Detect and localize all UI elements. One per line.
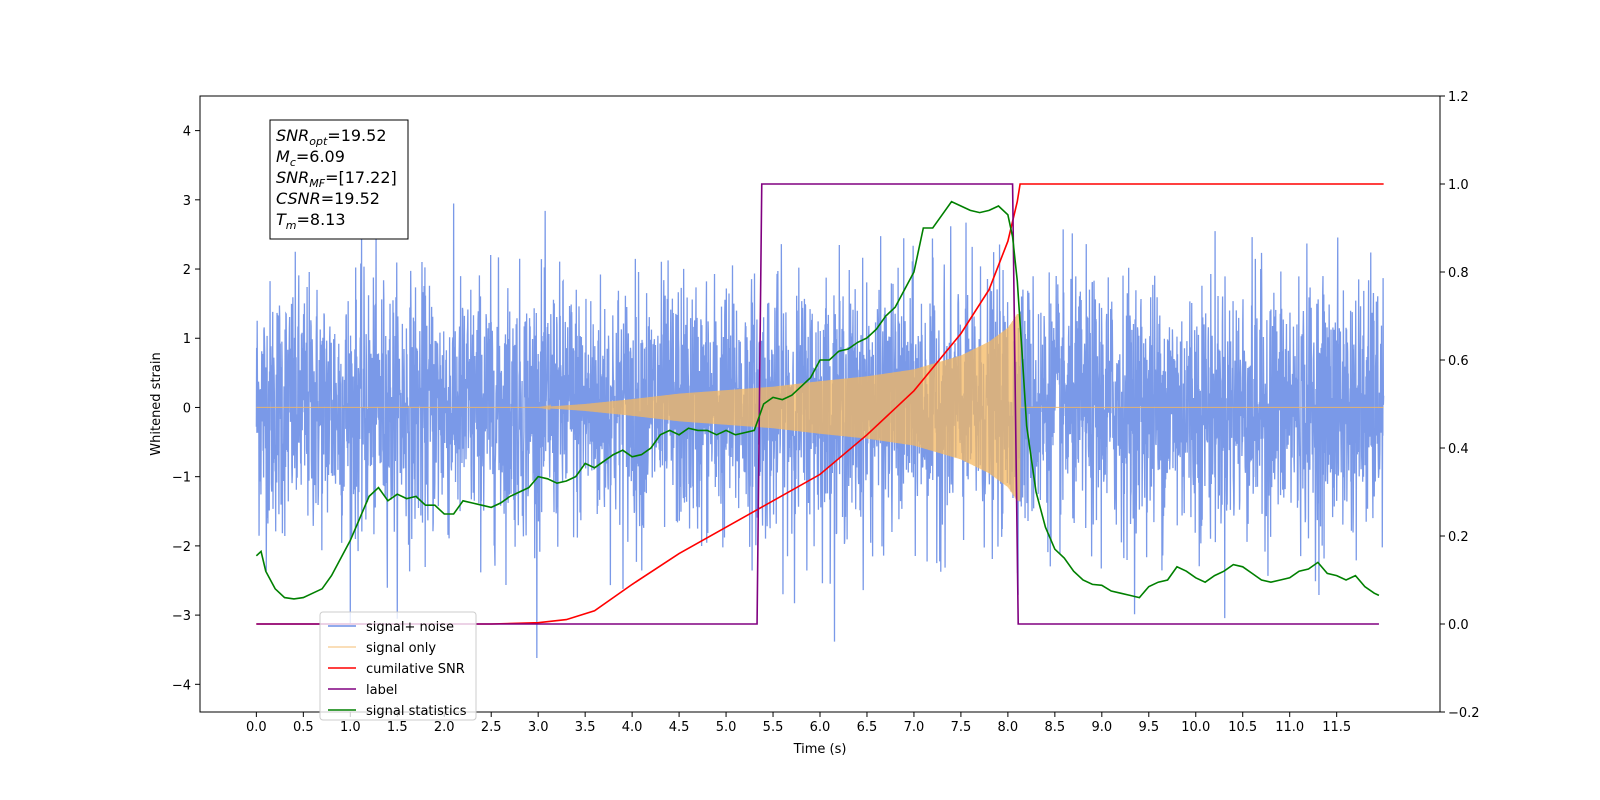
x-tick-label: 8.0 xyxy=(998,720,1019,735)
legend: signal+ noise signal only cumilative SNR la… xyxy=(319,611,477,721)
annotation-line: SNRopt=19.52 xyxy=(276,126,387,148)
y-left-tick-label: −4 xyxy=(172,678,191,693)
y-left-tick-label: −3 xyxy=(172,609,191,624)
y-right-tick-label: 0.2 xyxy=(1448,530,1469,545)
y-left-tick-label: 0 xyxy=(183,401,191,416)
x-tick-label: 7.0 xyxy=(904,720,925,735)
y-left-tick-label: 4 xyxy=(183,125,191,140)
x-tick-label: 0.5 xyxy=(293,720,314,735)
y-right-tick-label: 1.2 xyxy=(1448,90,1469,105)
y-axis-label-left: Whitened strain xyxy=(149,352,164,455)
legend-label: signal statistics xyxy=(366,704,467,719)
series-signal-noise xyxy=(255,203,1385,658)
x-tick-label: 2.5 xyxy=(481,720,502,735)
y-right-tick-label: 0.0 xyxy=(1448,618,1469,633)
x-tick-label: 1.5 xyxy=(387,720,408,735)
y-right-tick-label: −0.2 xyxy=(1448,706,1480,721)
x-tick-label: 4.0 xyxy=(622,720,643,735)
x-axis-label: Time (s) xyxy=(793,742,847,757)
x-tick-label: 3.5 xyxy=(575,720,596,735)
annotation-line: Mc=6.09 xyxy=(276,147,345,169)
x-tick-label: 0.0 xyxy=(246,720,267,735)
x-tick-label: 8.5 xyxy=(1045,720,1066,735)
x-tick-label: 2.0 xyxy=(434,720,455,735)
x-tick-label: 1.0 xyxy=(340,720,361,735)
y-right-tick-label: 0.6 xyxy=(1448,354,1469,369)
y-right-tick-label: 1.0 xyxy=(1448,178,1469,193)
series-label xyxy=(256,183,1379,625)
legend-label: signal+ noise xyxy=(366,620,454,635)
legend-label: signal only xyxy=(366,641,436,656)
series-cumulative-snr xyxy=(256,183,1384,625)
x-tick-label: 11.5 xyxy=(1322,720,1351,735)
y-right-tick-label: 0.4 xyxy=(1448,442,1469,457)
legend-label: label xyxy=(366,683,397,698)
x-tick-label: 10.5 xyxy=(1228,720,1257,735)
x-tick-label: 6.5 xyxy=(857,720,878,735)
x-tick-label: 3.0 xyxy=(528,720,549,735)
annotation-line: CSNR=19.52 xyxy=(276,189,380,208)
annotation-line: SNRMF=[17.22] xyxy=(276,168,397,190)
y-left-tick-label: −2 xyxy=(172,540,191,555)
annotation-line: Tm=8.13 xyxy=(276,210,346,232)
series-signal-statistics xyxy=(255,200,1380,600)
y-left-tick-label: −1 xyxy=(172,471,191,486)
x-tick-label: 11.0 xyxy=(1275,720,1304,735)
x-tick-label: 7.5 xyxy=(951,720,972,735)
annotation-box: SNRopt=19.52Mc=6.09SNRMF=[17.22]CSNR=19.… xyxy=(269,119,409,240)
series-signal-only xyxy=(256,314,1384,501)
x-tick-label: 4.5 xyxy=(669,720,690,735)
x-tick-label: 9.0 xyxy=(1091,720,1112,735)
y-left-tick-label: 1 xyxy=(183,332,191,347)
y-left-tick-label: 3 xyxy=(183,194,191,209)
x-tick-label: 5.5 xyxy=(763,720,784,735)
x-tick-label: 10.0 xyxy=(1181,720,1210,735)
x-tick-label: 6.0 xyxy=(810,720,831,735)
y-right-tick-label: 0.8 xyxy=(1448,266,1469,281)
x-tick-label: 9.5 xyxy=(1138,720,1159,735)
legend-label: cumilative SNR xyxy=(366,662,465,677)
x-tick-label: 5.0 xyxy=(716,720,737,735)
y-left-tick-label: 2 xyxy=(183,263,191,278)
